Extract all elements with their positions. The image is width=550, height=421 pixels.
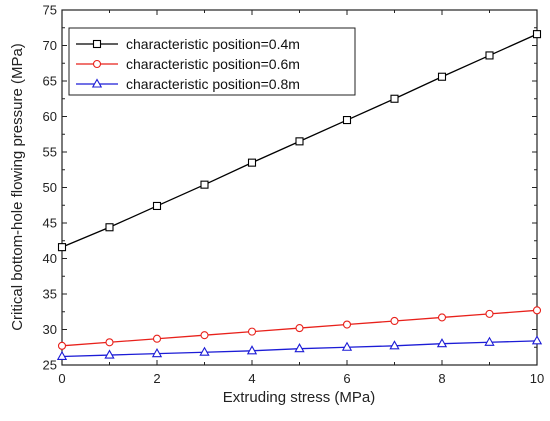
y-tick-label: 50 xyxy=(43,180,57,195)
data-point xyxy=(105,338,114,347)
data-point xyxy=(436,338,448,348)
data-point xyxy=(437,72,447,81)
legend-label: characteristic position=0.8m xyxy=(126,76,300,92)
y-tick-label: 40 xyxy=(43,251,57,266)
x-tick-label: 10 xyxy=(530,371,544,386)
x-axis-title: Extruding stress (MPa) xyxy=(223,389,376,406)
data-point xyxy=(437,313,447,322)
data-point xyxy=(485,51,494,60)
y-tick-label: 30 xyxy=(43,322,57,337)
legend-marker xyxy=(92,39,102,49)
data-point xyxy=(484,336,495,346)
axis-ticks: 0 2 4 6 8 10 25 30 35 40 45 50 55 60 65 70 75 xyxy=(43,3,545,387)
data-point xyxy=(105,223,114,232)
data-point xyxy=(532,30,542,39)
series-1 xyxy=(57,30,542,252)
x-tick-label: 6 xyxy=(343,371,350,386)
data-point xyxy=(247,158,257,167)
data-point xyxy=(295,137,304,146)
series-2 xyxy=(57,306,542,350)
y-tick-label: 35 xyxy=(43,287,57,302)
data-point xyxy=(532,306,542,315)
legend-item: characteristic position=0.8m xyxy=(76,76,300,92)
y-tick-label: 65 xyxy=(43,74,57,89)
legend: characteristic position=0.4m characterist… xyxy=(68,27,356,96)
data-point xyxy=(57,341,67,350)
data-point xyxy=(200,180,209,189)
data-point xyxy=(531,335,543,345)
y-tick-label: 45 xyxy=(43,216,57,231)
data-point xyxy=(390,94,399,103)
data-point xyxy=(295,324,304,333)
y-tick-label: 25 xyxy=(43,358,57,373)
y-tick-label: 70 xyxy=(43,38,57,53)
data-point xyxy=(247,327,257,336)
legend-label: characteristic position=0.6m xyxy=(126,56,300,72)
data-point xyxy=(152,334,162,343)
data-point xyxy=(390,316,399,326)
legend-marker xyxy=(92,59,102,69)
y-tick-label: 75 xyxy=(43,3,57,18)
data-point xyxy=(342,320,352,329)
series-3 xyxy=(56,335,543,361)
legend-item: characteristic position=0.6m xyxy=(76,56,300,72)
series-layer xyxy=(56,30,543,361)
data-point xyxy=(56,350,68,361)
y-axis-title: Critical bottom-hole flowing pressure (M… xyxy=(9,43,26,331)
data-point xyxy=(199,346,210,356)
legend-label: characteristic position=0.4m xyxy=(126,36,300,52)
x-tick-label: 0 xyxy=(58,371,65,386)
data-point xyxy=(57,243,67,252)
legend-marker xyxy=(91,78,103,88)
data-point xyxy=(151,348,163,358)
data-point xyxy=(294,343,305,353)
y-tick-label: 60 xyxy=(43,109,57,124)
data-point xyxy=(246,345,258,355)
data-point xyxy=(389,340,400,350)
data-point xyxy=(342,116,352,125)
x-tick-label: 4 xyxy=(248,371,255,386)
data-point xyxy=(485,309,494,318)
y-tick-label: 55 xyxy=(43,145,57,160)
data-point xyxy=(152,201,162,211)
x-tick-label: 8 xyxy=(438,371,445,386)
data-point xyxy=(341,341,353,351)
legend-item: characteristic position=0.4m xyxy=(76,36,300,52)
data-point xyxy=(200,331,209,340)
x-tick-label: 2 xyxy=(153,371,160,386)
data-point xyxy=(104,349,115,359)
